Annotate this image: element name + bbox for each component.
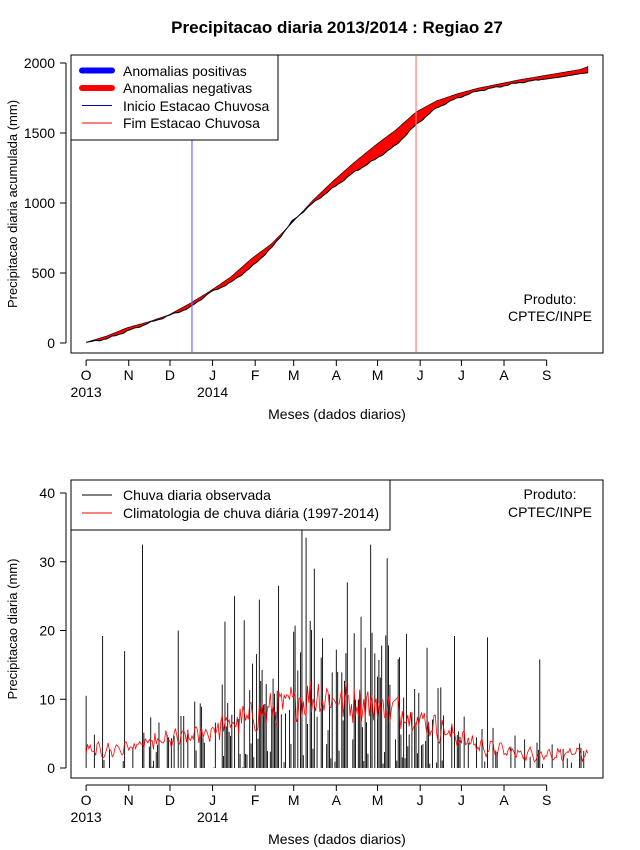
daily-year-label: 2014: [197, 809, 228, 825]
daily-x-axis: O N D J F M A M J J A S 2013 2014: [71, 784, 551, 825]
daily-y-axis-label: Precipitacao diaria (mm): [5, 559, 20, 700]
accumulated-x-tick-label: F: [251, 367, 260, 383]
accumulated-x-tick-label: J: [417, 367, 424, 383]
daily-product-label: Produto:: [524, 486, 577, 502]
accumulated-x-tick-label: D: [165, 367, 175, 383]
accumulated-legend: Anomalias positivas Anomalias negativas …: [70, 54, 279, 141]
daily-plot-area: [85, 528, 589, 768]
daily-x-tick-label: F: [251, 792, 260, 808]
accumulated-x-tick-label: J: [458, 367, 465, 383]
accumulated-year-label: 2013: [71, 384, 102, 400]
legend-positive-label: Anomalias positivas: [123, 63, 247, 79]
daily-y-tick-label: 0: [47, 760, 55, 776]
daily-x-tick-label: J: [209, 792, 216, 808]
negative-anomaly-area: [297, 66, 589, 218]
accumulated-y-tick-label: 1000: [24, 195, 55, 211]
legend-negative-label: Anomalias negativas: [123, 80, 252, 96]
climatology-line: [85, 680, 589, 763]
daily-product-source: CPTEC/INPE: [508, 504, 592, 520]
accumulated-y-tick-label: 1500: [24, 125, 55, 141]
accumulated-product-source: CPTEC/INPE: [508, 308, 592, 324]
daily-y-tick-label: 40: [39, 485, 55, 501]
accumulated-x-tick-label: M: [372, 367, 384, 383]
accumulated-x-axis-label: Meses (dados diarios): [268, 406, 406, 422]
negative-anomaly-area: [86, 227, 288, 343]
daily-x-tick-label: D: [165, 792, 175, 808]
accumulated-plot-frame: [70, 54, 604, 354]
accumulated-y-axis: 0 500 1000 1500 2000: [24, 55, 67, 351]
accumulated-year-label: 2014: [197, 384, 228, 400]
accumulated-x-axis: O N D J F M A M J J A S 2013 2014: [71, 359, 551, 400]
accumulated-x-tick-label: O: [81, 367, 92, 383]
accumulated-y-tick-label: 0: [47, 335, 55, 351]
daily-y-tick-label: 20: [39, 623, 55, 639]
daily-year-label: 2013: [71, 809, 102, 825]
daily-x-tick-label: J: [458, 792, 465, 808]
legend-observed-label: Chuva diaria observada: [123, 487, 271, 503]
accumulated-x-tick-label: A: [499, 367, 509, 383]
accumulated-y-axis-label: Precipitacao diaria acumulada (mm): [5, 100, 20, 308]
accumulated-y-tick-label: 500: [32, 265, 56, 281]
legend-onset-label: Inicio Estacao Chuvosa: [123, 98, 270, 114]
chart-title: Precipitacao diaria 2013/2014 : Regiao 2…: [171, 18, 503, 37]
daily-y-tick-label: 10: [39, 691, 55, 707]
daily-legend: Chuva diaria observada Climatologia de c…: [70, 479, 391, 531]
daily-x-tick-label: J: [417, 792, 424, 808]
daily-y-tick-label: 30: [39, 554, 55, 570]
accumulated-plot-area: [86, 56, 589, 352]
daily-x-tick-label: N: [124, 792, 134, 808]
accumulated-x-tick-label: S: [542, 367, 551, 383]
daily-chart: 0 10 20 30 40 O N D J F M A M J J A S 2013 2014 Precipita…: [5, 479, 604, 847]
legend-end-label: Fim Estacao Chuvosa: [123, 115, 260, 131]
daily-legend-box: [70, 479, 391, 531]
daily-x-axis-label: Meses (dados diarios): [268, 831, 406, 847]
daily-x-tick-label: A: [499, 792, 509, 808]
accumulated-y-tick-label: 2000: [24, 55, 55, 71]
accumulated-product-label: Produto:: [524, 291, 577, 307]
accumulated-chart: Precipitacao diaria 2013/2014 : Regiao 2…: [5, 18, 604, 422]
daily-x-tick-label: M: [288, 792, 300, 808]
observed-cumulative-line: [86, 72, 588, 343]
legend-climatology-label: Climatologia de chuva diária (1997-2014): [123, 505, 379, 521]
accumulated-x-tick-label: N: [124, 367, 134, 383]
daily-y-axis: 0 10 20 30 40: [39, 485, 67, 776]
daily-x-tick-label: O: [81, 792, 92, 808]
accumulated-x-tick-label: A: [332, 367, 342, 383]
accumulated-x-tick-label: M: [288, 367, 300, 383]
daily-x-tick-label: S: [542, 792, 551, 808]
accumulated-x-tick-label: J: [209, 367, 216, 383]
daily-x-tick-label: A: [332, 792, 342, 808]
daily-x-tick-label: M: [372, 792, 384, 808]
